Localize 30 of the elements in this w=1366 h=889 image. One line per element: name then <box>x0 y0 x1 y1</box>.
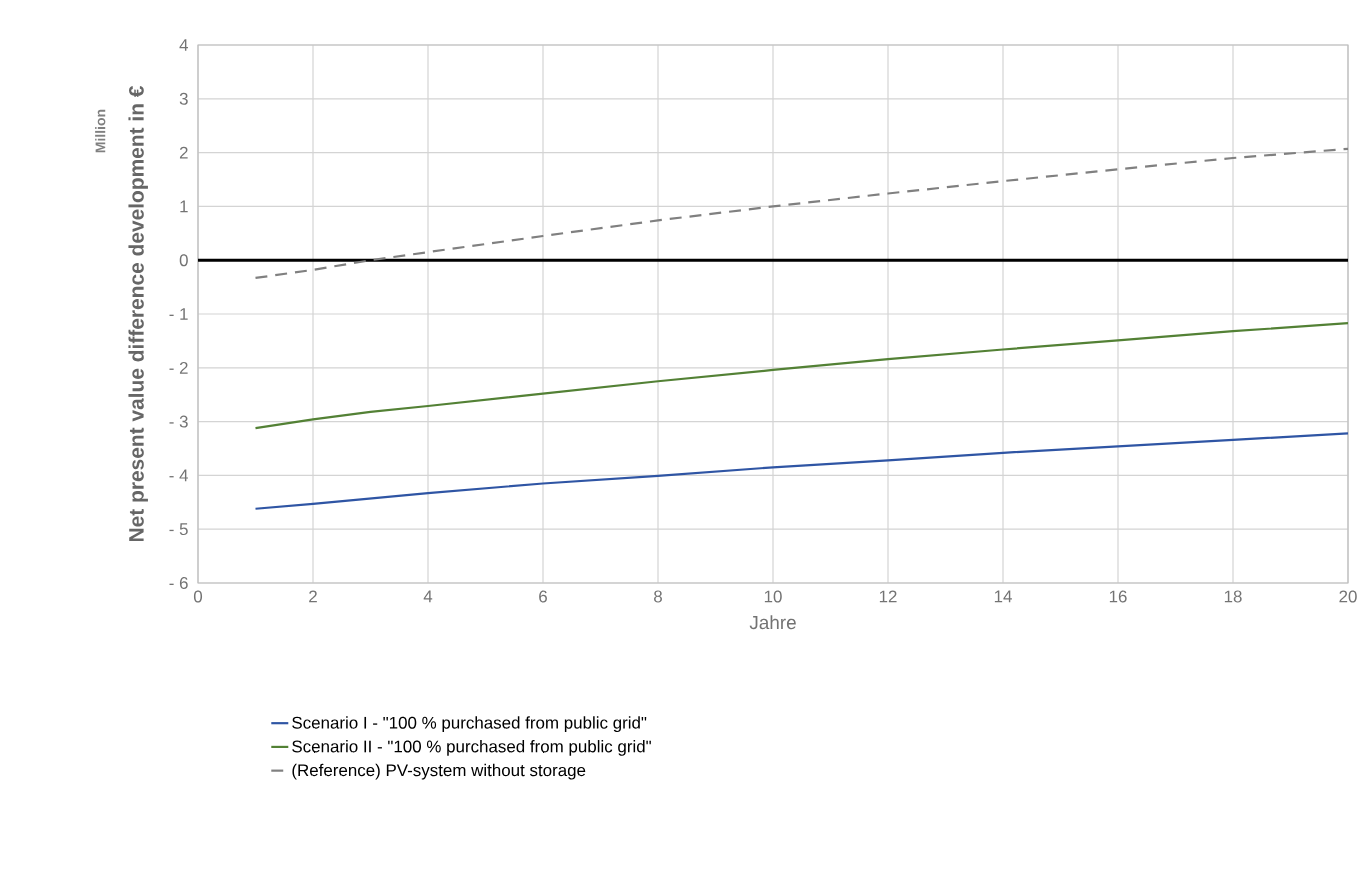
legend-label: Scenario II - "100 % purchased from public grid" <box>292 740 651 756</box>
x-tick-label: 4 <box>423 590 433 603</box>
x-tick-label: 20 <box>1339 590 1357 603</box>
legend-label: (Reference) PV-system without storage <box>292 763 586 780</box>
x-tick-label: 18 <box>1224 590 1242 603</box>
y-tick-label: - 4 <box>169 469 188 482</box>
y-tick-label: 4 <box>179 39 189 51</box>
x-tick-label: 10 <box>764 590 782 603</box>
text: Million <box>95 109 106 153</box>
y-tick-label: 3 <box>179 92 188 105</box>
x-tick-label: 8 <box>654 590 662 603</box>
y-tick-label: 1 <box>180 200 188 213</box>
y-tick-label: - 3 <box>169 415 188 428</box>
x-tick-label: 6 <box>539 590 547 603</box>
x-tick-label: 16 <box>1109 590 1127 603</box>
x-axis-title: Jahre <box>749 615 796 630</box>
line-series <box>254 147 1350 280</box>
y-tick-label: - 6 <box>169 577 188 589</box>
y-tick-label: - 2 <box>169 361 188 374</box>
x-tick-label: 14 <box>994 590 1012 603</box>
line-series <box>254 322 1350 430</box>
y-tick-label: - 1 <box>169 308 188 320</box>
y-tick-label: 2 <box>179 146 188 159</box>
x-tick-label: 0 <box>193 590 203 603</box>
x-tick-label: 2 <box>309 590 317 603</box>
y-tick-label: 0 <box>179 254 188 267</box>
x-tick-label: 12 <box>879 590 897 603</box>
y-axis-title: Net present value difference development in € <box>128 85 148 542</box>
legend-label: Scenario I - "100 % purchased from public grid" <box>292 716 647 733</box>
y-tick-label: - 5 <box>169 523 188 536</box>
